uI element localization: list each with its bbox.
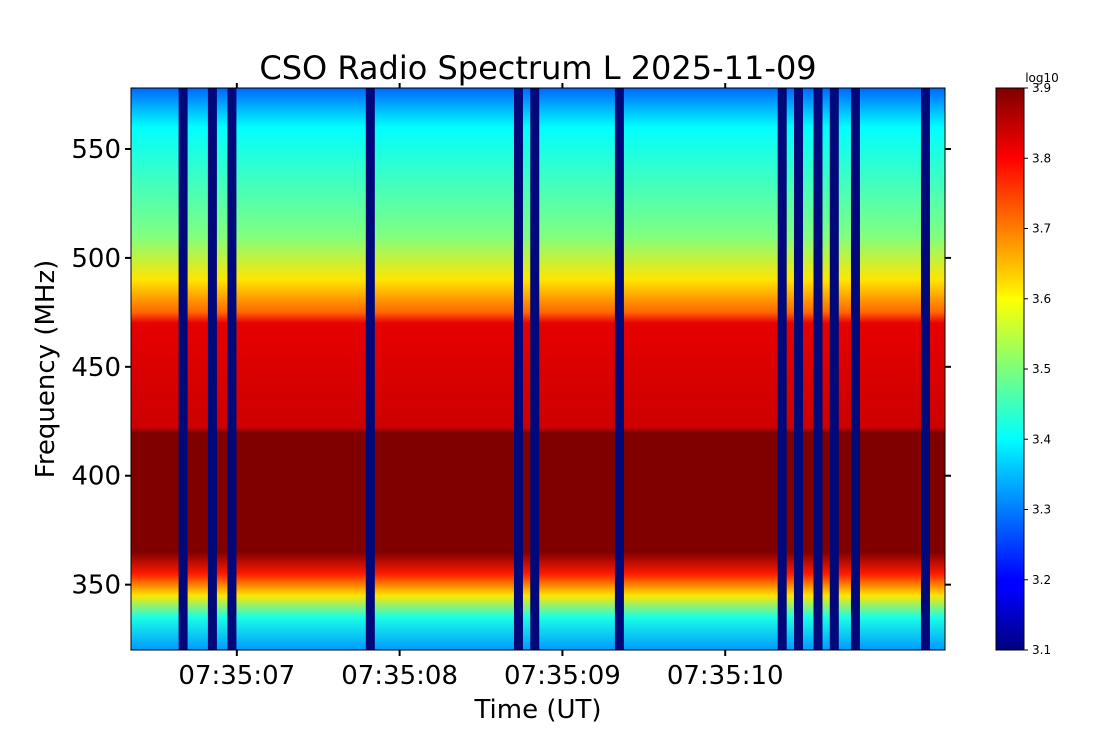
dropout-stripe-6 (614, 88, 624, 650)
dropout-stripe-5 (530, 88, 540, 650)
colorbar-tick-label-3: 3.4 (1032, 432, 1051, 446)
y-tick-label-3: 500 (71, 244, 121, 274)
x-tick-label-2: 07:35:09 (504, 661, 621, 691)
colorbar-tick-label-5: 3.6 (1032, 292, 1051, 306)
colorbar-strip (995, 87, 1025, 651)
dropout-stripe-0 (178, 88, 188, 650)
dropout-stripe-7 (777, 88, 787, 650)
dropout-stripe-4 (513, 88, 523, 650)
dropout-stripes (178, 88, 930, 650)
y-tick-label-4: 550 (71, 135, 121, 165)
plot-frame (130, 87, 946, 651)
dropout-stripe-11 (850, 88, 860, 650)
dropout-stripe-2 (227, 88, 237, 650)
dropout-stripe-3 (365, 88, 375, 650)
colorbar-tick-label-2: 3.3 (1032, 503, 1051, 517)
colorbar-tick-label-7: 3.8 (1032, 151, 1051, 165)
chart-title: CSO Radio Spectrum L 2025-11-09 (259, 49, 816, 87)
y-axis-ticks: 350 400 450 500 550 (71, 135, 951, 601)
x-axis-label: Time (UT) (473, 695, 601, 725)
y-tick-label-0: 350 (71, 571, 121, 601)
y-tick-label-2: 450 (71, 353, 121, 383)
x-tick-label-1: 07:35:08 (341, 661, 458, 691)
dropout-stripe-1 (207, 88, 217, 650)
x-tick-label-0: 07:35:07 (178, 661, 295, 691)
y-tick-label-1: 400 (71, 462, 121, 492)
dropout-stripe-10 (829, 88, 839, 650)
colorbar-tick-label-1: 3.2 (1032, 573, 1051, 587)
y-axis-label: Frequency (MHz) (31, 260, 61, 479)
colorbar-label: log10 (1025, 71, 1059, 85)
colorbar-tick-label-0: 3.1 (1032, 643, 1051, 657)
x-axis-ticks: 07:35:07 07:35:08 07:35:09 07:35:10 (178, 83, 784, 691)
plot-area (131, 88, 945, 650)
colorbar-ticks: 3.1 3.2 3.3 3.4 3.5 3.6 3.7 3.8 3.9 (1024, 81, 1051, 657)
dropout-stripe-8 (793, 88, 803, 650)
colorbar: log10 3.1 3.2 3.3 3.4 3.5 3.6 3.7 3.8 3.9 (995, 71, 1059, 657)
dropout-stripe-9 (813, 88, 823, 650)
x-tick-label-3: 07:35:10 (667, 661, 784, 691)
colorbar-tick-label-4: 3.5 (1032, 362, 1051, 376)
colorbar-tick-label-6: 3.7 (1032, 222, 1051, 236)
dropout-stripe-12 (920, 88, 930, 650)
colorbar-tick-label-8: 3.9 (1032, 81, 1051, 95)
